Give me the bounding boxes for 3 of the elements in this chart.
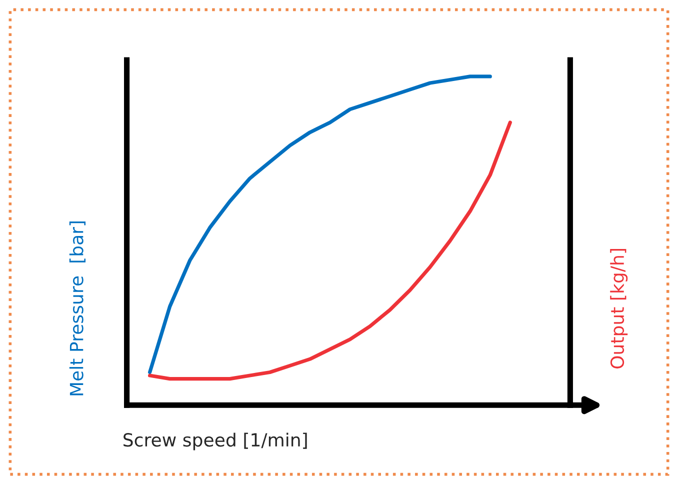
y-axis-title: Melt Pressure [bar] (69, 221, 86, 396)
x-axis-title: Screw speed [1/min] (124, 432, 307, 450)
y2-axis-title: Output [kg/h] (610, 249, 628, 368)
